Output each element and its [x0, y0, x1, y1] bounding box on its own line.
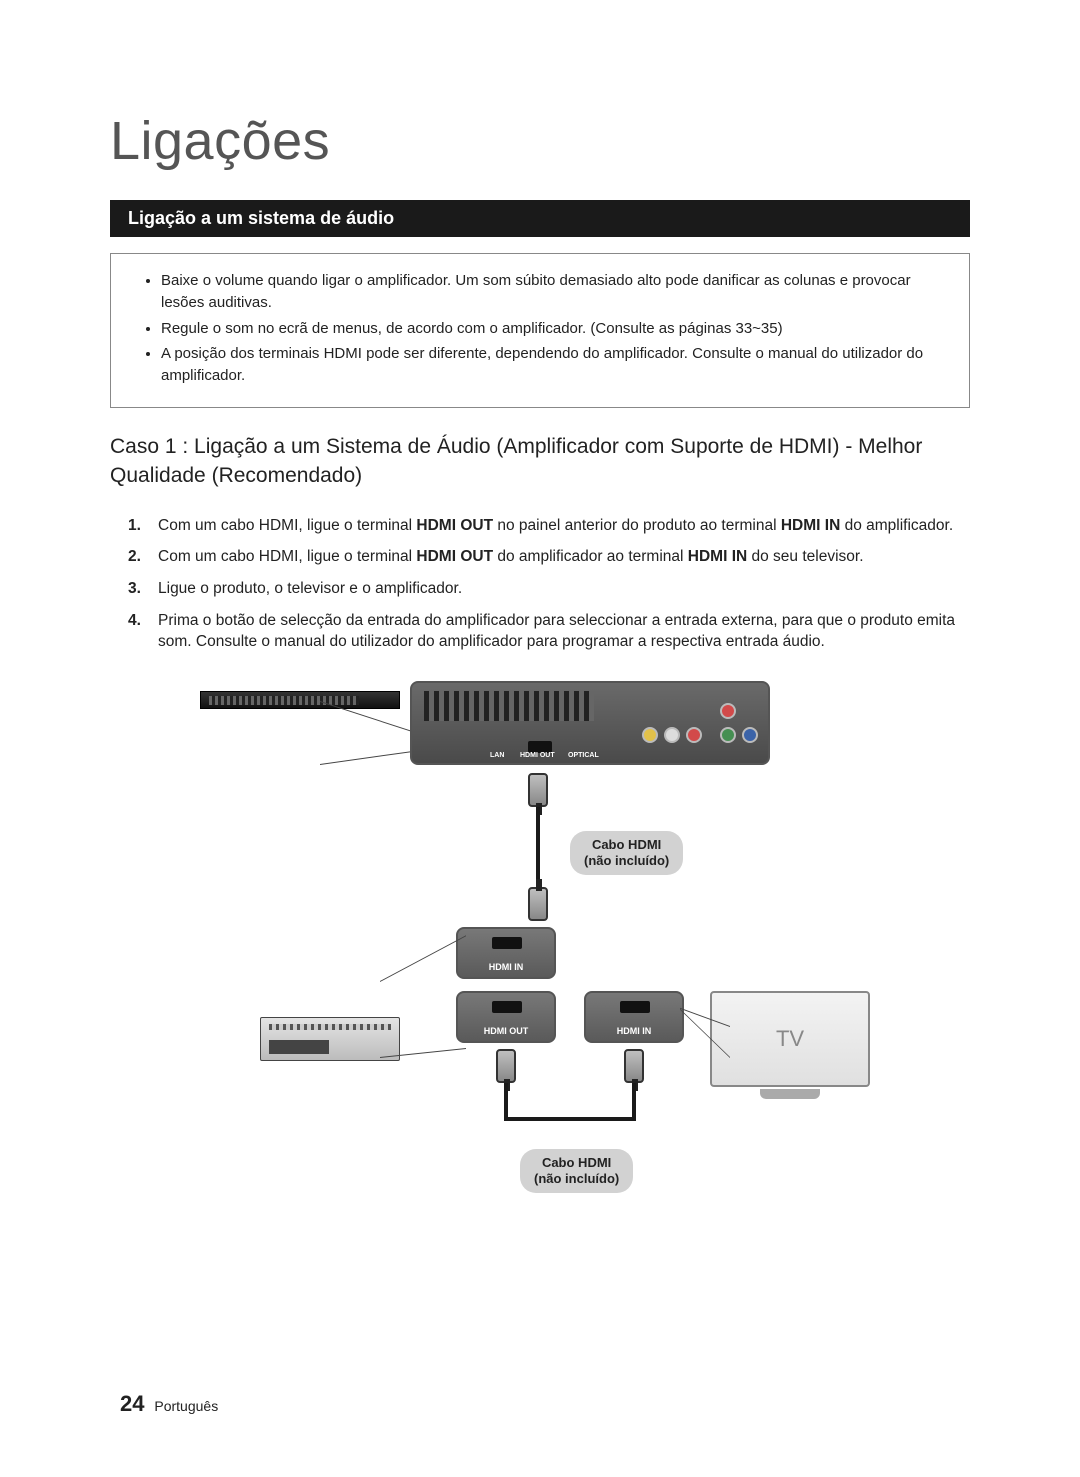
port-label: HDMI OUT	[520, 752, 555, 759]
cable-label-line: Cabo HDMI	[592, 837, 661, 852]
connection-diagram: LAN HDMI OUT OPTICAL Cabo HDMI (não incl…	[200, 681, 880, 1241]
tip-box: Baixe o volume quando ligar o amplificad…	[110, 253, 970, 408]
step-bold: HDMI OUT	[416, 517, 493, 534]
cable	[504, 1083, 508, 1121]
port-label: OPTICAL	[568, 752, 599, 759]
step-text: Com um cabo HDMI, ligue o terminal	[158, 517, 416, 534]
hdmi-plug-icon	[528, 887, 548, 921]
cable	[632, 1083, 636, 1121]
rca-jack	[642, 727, 658, 743]
hdmi-port-icon	[492, 1001, 522, 1013]
step-item: Com um cabo HDMI, ligue o terminal HDMI …	[138, 546, 970, 568]
step-text: do seu televisor.	[747, 548, 863, 565]
cable	[504, 1117, 636, 1121]
port-label: LAN	[490, 752, 504, 759]
rca-jack	[686, 727, 702, 743]
hdmi-plug-icon	[496, 1049, 516, 1083]
port-label: HDMI IN	[458, 962, 554, 972]
amp-hdmi-in-panel: HDMI IN	[456, 927, 556, 979]
tv-screen: TV	[710, 991, 870, 1087]
step-bold: HDMI IN	[688, 548, 747, 565]
cable-label-line: (não incluído)	[584, 853, 669, 868]
port-label: HDMI OUT	[458, 1026, 554, 1036]
cable-label: Cabo HDMI (não incluído)	[520, 1149, 633, 1194]
footer-language: Português	[154, 1398, 218, 1414]
cable-label-line: Cabo HDMI	[542, 1155, 611, 1170]
page-footer: 24 Português	[120, 1391, 218, 1417]
tv-hdmi-in-panel: HDMI IN	[584, 991, 684, 1043]
cable	[536, 807, 540, 887]
cable-label-line: (não incluído)	[534, 1171, 619, 1186]
tip-item: Regule o som no ecrã de menus, de acordo…	[161, 318, 945, 340]
page-title: Ligações	[110, 110, 970, 172]
step-text: do amplificador ao terminal	[493, 548, 688, 565]
hdmi-port-icon	[492, 937, 522, 949]
tv-label: TV	[776, 1026, 804, 1052]
step-bold: HDMI OUT	[416, 548, 493, 565]
step-item: Prima o botão de selecção da entrada do …	[138, 610, 970, 653]
hdmi-port-icon	[620, 1001, 650, 1013]
tip-item: Baixe o volume quando ligar o amplificad…	[161, 270, 945, 314]
rca-jack	[720, 727, 736, 743]
zoom-line	[380, 935, 466, 982]
section-bar: Ligação a um sistema de áudio	[110, 200, 970, 237]
step-item: Com um cabo HDMI, ligue o terminal HDMI …	[138, 515, 970, 537]
tip-item: A posição dos terminais HDMI pode ser di…	[161, 343, 945, 387]
amplifier-icon	[260, 1017, 400, 1061]
tv-stand	[760, 1089, 820, 1099]
tv-icon: TV	[710, 991, 870, 1101]
step-text: Com um cabo HDMI, ligue o terminal	[158, 548, 416, 565]
cable-label: Cabo HDMI (não incluído)	[570, 831, 683, 876]
port-label: HDMI IN	[586, 1026, 682, 1036]
step-text: do amplificador.	[840, 517, 953, 534]
steps-list: Com um cabo HDMI, ligue o terminal HDMI …	[110, 515, 970, 653]
hdmi-plug-icon	[528, 773, 548, 807]
page-number: 24	[120, 1391, 144, 1416]
device-rear-panel: LAN HDMI OUT OPTICAL	[410, 681, 770, 765]
case-heading: Caso 1 : Ligação a um Sistema de Áudio (…	[110, 432, 970, 491]
step-item: Ligue o produto, o televisor e o amplifi…	[138, 578, 970, 600]
rca-jack	[742, 727, 758, 743]
rca-jack	[664, 727, 680, 743]
amp-hdmi-out-panel: HDMI OUT	[456, 991, 556, 1043]
hdmi-plug-icon	[624, 1049, 644, 1083]
step-bold: HDMI IN	[781, 517, 840, 534]
step-text: no painel anterior do produto ao termina…	[493, 517, 781, 534]
rca-jack	[720, 703, 736, 719]
